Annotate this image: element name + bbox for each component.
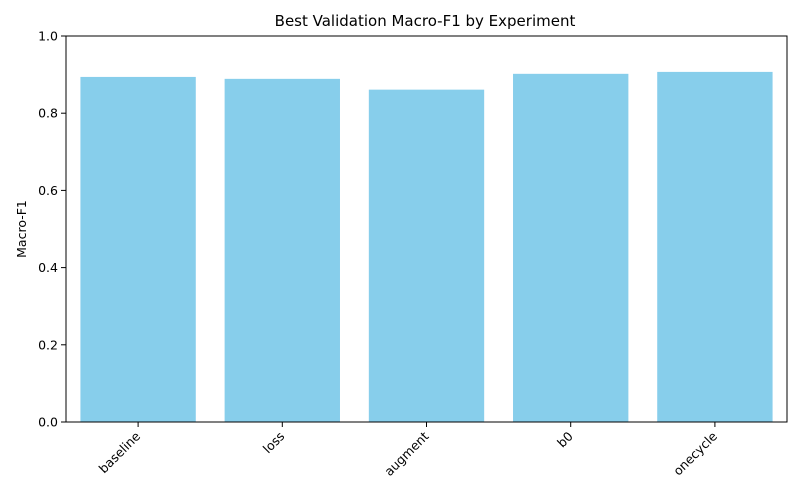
bar-onecycle <box>657 71 773 423</box>
y-tick-label: 0.6 <box>38 183 58 198</box>
bar-augment <box>368 89 485 423</box>
y-axis-label: Macro-F1 <box>14 200 29 258</box>
y-tick-label: 0.0 <box>38 415 58 430</box>
x-tick-label-augment: augment <box>381 428 431 478</box>
chart-title: Best Validation Macro-F1 by Experiment <box>275 12 576 30</box>
y-tick-label: 1.0 <box>38 29 58 44</box>
y-tick-label: 0.2 <box>38 337 58 352</box>
x-tick-label-onecycle: onecycle <box>670 428 720 478</box>
x-tick-label-b0: b0 <box>554 428 576 450</box>
y-tick-label: 0.4 <box>38 260 58 275</box>
y-ticks: 0.0 0.2 0.4 0.6 0.8 1.0 <box>38 29 66 430</box>
x-ticks: baseline loss augment b0 onecycle <box>96 422 720 479</box>
x-tick-label-baseline: baseline <box>96 428 144 476</box>
bar-loss <box>224 78 340 422</box>
bar-b0 <box>513 73 629 422</box>
bars-layer <box>80 71 773 423</box>
x-tick-label-loss: loss <box>260 429 288 457</box>
bar-baseline <box>80 76 196 423</box>
y-tick-label: 0.8 <box>38 106 58 121</box>
